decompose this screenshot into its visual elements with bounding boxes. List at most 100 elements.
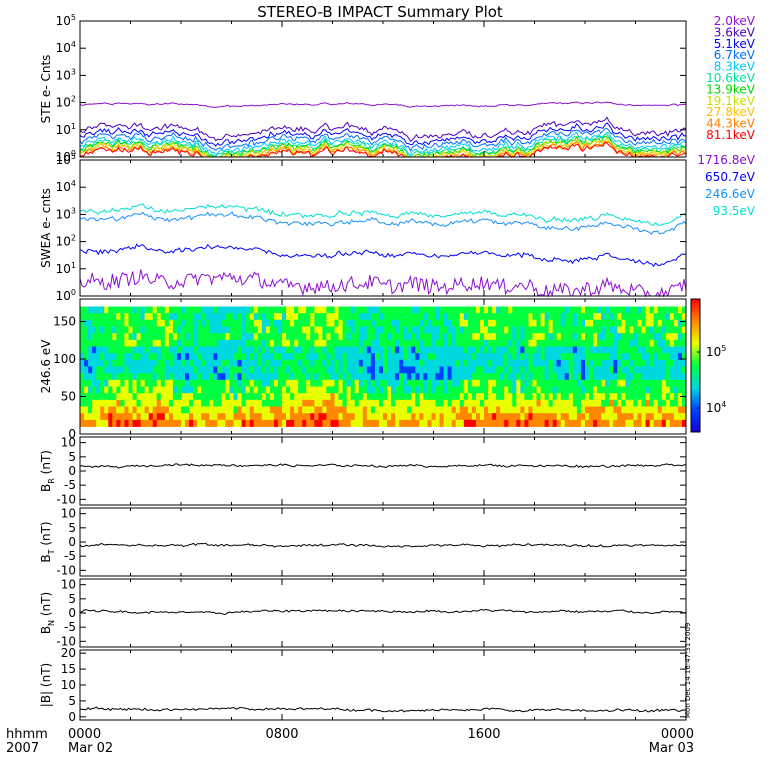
pad-heatmap-cell [104, 399, 109, 407]
pad-heatmap-cell [467, 339, 473, 347]
ste-series-6.7keV [79, 127, 687, 153]
pad-heatmap-cell [633, 366, 638, 374]
pad-heatmap-cell [593, 359, 598, 367]
pad-heatmap-cell [201, 366, 206, 374]
pad-heatmap-cell [560, 359, 566, 367]
pad-heatmap-cell [560, 306, 566, 314]
pad-heatmap-cell [540, 399, 545, 407]
br-ytick-label: 10 [61, 436, 76, 450]
pad-heatmap-cell [128, 373, 133, 381]
pad-heatmap-cell [140, 399, 146, 407]
pad-heatmap-cell [597, 406, 602, 414]
pad-heatmap-cell [637, 333, 642, 341]
pad-heatmap-cell [500, 306, 505, 314]
pad-heatmap-cell [580, 326, 586, 334]
pad-heatmap-cell [508, 319, 513, 327]
pad-heatmap-cell [403, 393, 408, 401]
pad-heatmap-cell [100, 419, 105, 427]
pad-heatmap-cell [528, 339, 533, 347]
pad-heatmap-cell [269, 406, 275, 414]
pad-heatmap-cell [366, 353, 372, 361]
pad-heatmap-cell [104, 366, 109, 374]
pad-ytick-label: 100 [53, 352, 76, 366]
pad-heatmap-cell [326, 393, 331, 401]
pad-heatmap-cell [528, 413, 533, 421]
pad-heatmap-cell [350, 313, 356, 321]
pad-heatmap-cell [629, 379, 634, 387]
pad-heatmap-cell [536, 346, 541, 354]
pad-heatmap-cell [459, 333, 465, 341]
pad-heatmap-cell [128, 353, 133, 361]
pad-heatmap-cell [241, 386, 247, 394]
pad-heatmap-cell [144, 399, 150, 407]
pad-heatmap-cell [148, 353, 154, 361]
pad-heatmap-cell [593, 373, 598, 381]
pad-heatmap-cell [318, 326, 323, 334]
pad-heatmap-cell [427, 353, 432, 361]
pad-heatmap-cell [467, 386, 473, 394]
pad-heatmap-cell [548, 386, 554, 394]
pad-heatmap-cell [593, 419, 598, 427]
pad-heatmap-cell [415, 366, 420, 374]
pad-heatmap-cell [419, 399, 424, 407]
pad-heatmap-cell [488, 326, 493, 334]
pad-heatmap-cell [261, 366, 267, 374]
x-tick-label-0800: 0800 [265, 727, 298, 742]
pad-heatmap-cell [419, 413, 424, 421]
pad-heatmap-cell [661, 306, 667, 314]
pad-heatmap-cell [387, 319, 392, 327]
pad-heatmap-cell [140, 353, 146, 361]
pad-heatmap-cell [241, 366, 247, 374]
pad-heatmap-cell [524, 366, 529, 374]
pad-heatmap-cell [269, 333, 275, 341]
pad-heatmap-cell [439, 419, 444, 427]
pad-heatmap-cell [310, 333, 315, 341]
pad-heatmap-cell [492, 406, 497, 414]
pad-heatmap-cell [399, 346, 404, 354]
pad-heatmap-cell [144, 413, 150, 421]
pad-heatmap-cell [104, 326, 109, 334]
pad-heatmap-cell [277, 313, 283, 321]
pad-heatmap-cell [96, 353, 101, 361]
pad-heatmap-cell [467, 326, 473, 334]
pad-heatmap-cell [156, 326, 162, 334]
pad-heatmap-cell [96, 393, 101, 401]
pad-heatmap-cell [354, 313, 360, 321]
pad-heatmap-cell [528, 306, 533, 314]
pad-heatmap-cell [512, 313, 517, 321]
pad-heatmap-cell [532, 399, 537, 407]
pad-heatmap-cell [286, 373, 291, 381]
pad-heatmap-cell [350, 359, 356, 367]
pad-heatmap-cell [419, 406, 424, 414]
pad-heatmap-cell [84, 413, 89, 421]
pad-heatmap-cell [585, 373, 590, 381]
pad-heatmap-cell [257, 306, 263, 314]
pad-heatmap-cell [528, 326, 533, 334]
pad-heatmap-cell [399, 379, 404, 387]
pad-heatmap-cell [633, 353, 638, 361]
pad-heatmap-cell [593, 319, 598, 327]
pad-heatmap-cell [576, 413, 582, 421]
pad-heatmap-cell [217, 399, 222, 407]
pad-heatmap-cell [306, 359, 311, 367]
pad-heatmap-cell [233, 386, 238, 394]
pad-heatmap-cell [617, 399, 622, 407]
pad-heatmap-cell [419, 346, 424, 354]
pad-heatmap-cell [512, 366, 517, 374]
pad-heatmap-cell [253, 373, 259, 381]
pad-heatmap-cell [649, 353, 655, 361]
pad-heatmap-cell [403, 379, 408, 387]
pad-heatmap-cell [104, 419, 109, 427]
pad-heatmap-cell [92, 353, 97, 361]
pad-heatmap-cell [132, 419, 137, 427]
pad-heatmap-cell [629, 406, 634, 414]
pad-heatmap-cell [645, 419, 651, 427]
pad-heatmap-cell [391, 413, 396, 421]
pad-heatmap-cell [257, 379, 263, 387]
pad-heatmap-cell [637, 366, 642, 374]
pad-heatmap-cell [484, 319, 489, 327]
pad-heatmap-cell [419, 353, 424, 361]
pad-heatmap-cell [152, 393, 158, 401]
pad-heatmap-cell [593, 313, 598, 321]
pad-heatmap-cell [104, 413, 109, 421]
